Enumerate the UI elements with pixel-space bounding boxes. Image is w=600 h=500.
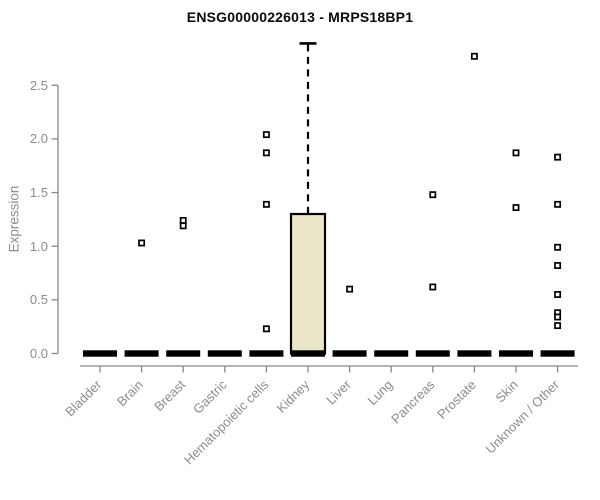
y-tick-label: 1.5 — [29, 185, 48, 201]
outlier-point — [179, 216, 187, 224]
median-dash — [415, 350, 450, 357]
median-dash — [83, 350, 117, 357]
outlier-point — [554, 153, 562, 161]
y-tick-label: 0.0 — [29, 346, 48, 361]
median-dash — [374, 350, 409, 357]
median-dash — [332, 350, 367, 357]
outlier-point — [346, 285, 354, 293]
outlier-point — [554, 262, 562, 269]
median-dash — [207, 350, 242, 357]
outlier-point — [262, 131, 270, 139]
outlier-point — [554, 291, 562, 298]
outlier-point — [554, 313, 562, 321]
median-dash — [249, 350, 284, 357]
outlier-point — [138, 239, 146, 247]
outlier-point — [512, 149, 520, 157]
outlier-point — [512, 204, 520, 212]
outlier-point — [554, 322, 562, 330]
y-tick-label: 2.0 — [29, 131, 48, 147]
y-tick-label: 2.5 — [29, 77, 48, 93]
median-dash — [166, 350, 201, 357]
median-dash — [540, 350, 575, 357]
median-dash — [457, 350, 492, 357]
y-tick-label: 1.0 — [29, 238, 48, 254]
outlier-point — [470, 52, 478, 60]
median-dash — [499, 350, 533, 357]
outlier-point — [262, 200, 270, 208]
outlier-point — [554, 200, 562, 208]
box-iqr — [289, 212, 327, 355]
outlier-point — [429, 191, 437, 199]
median-dash — [291, 350, 325, 357]
outlier-point — [262, 325, 270, 333]
outlier-point — [179, 222, 187, 230]
y-tick-label: 0.5 — [29, 292, 48, 308]
outlier-point — [429, 283, 437, 291]
outlier-point — [554, 243, 562, 251]
outlier-point — [262, 149, 270, 157]
median-dash — [124, 350, 159, 357]
chart-title: ENSG00000226013 - MRPS18BP1 — [186, 9, 414, 25]
